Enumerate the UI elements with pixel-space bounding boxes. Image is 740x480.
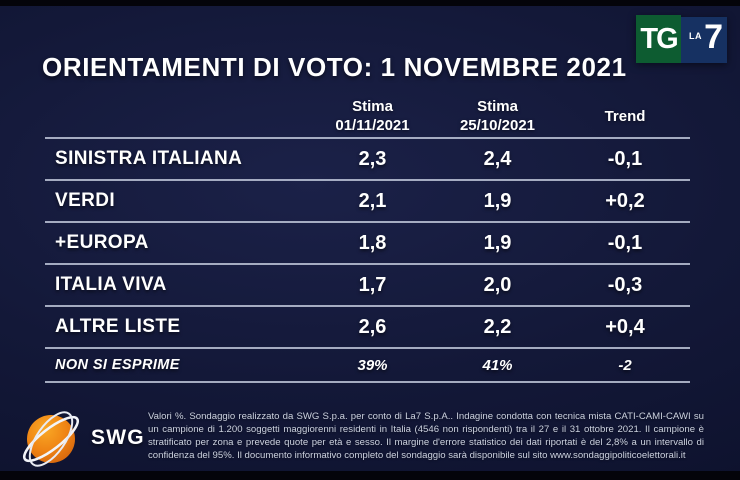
stima-current-value: 1,8 <box>358 231 387 254</box>
trend-value: -0,1 <box>607 147 643 170</box>
stima-previous-value: 2,4 <box>483 147 512 170</box>
table-header-row: Stima 01/11/2021 Stima 25/10/2021 Trend <box>45 97 690 137</box>
stima-current-value: 2,3 <box>358 147 387 170</box>
party-name: VERDI <box>55 190 116 211</box>
party-name: ITALIA VIVA <box>55 274 167 295</box>
column-header-line: Trend <box>604 107 646 125</box>
stima-current-value: 2,1 <box>358 189 387 212</box>
stima-previous-value: 1,9 <box>483 231 512 254</box>
trend-value: -0,1 <box>607 231 643 254</box>
column-header-stima-previous: Stima 25/10/2021 <box>435 98 560 136</box>
party-name: ALTRE LISTE <box>55 316 181 337</box>
swg-globe-icon <box>22 411 80 467</box>
poll-results-table: Stima 01/11/2021 Stima 25/10/2021 Trend … <box>45 97 690 383</box>
table-row: SINISTRA ITALIANA 2,3 2,4 -0,1 <box>45 137 690 179</box>
column-header-trend: Trend <box>560 108 690 127</box>
page-title: ORIENTAMENTI DI VOTO: 1 NOVEMBRE 2021 <box>42 52 627 82</box>
table-row: ALTRE LISTE 2,6 2,2 +0,4 <box>45 305 690 347</box>
table-row: +EUROPA 1,8 1,9 -0,1 <box>45 221 690 263</box>
column-header-line: Stima <box>477 98 518 116</box>
party-name: NON SI ESPRIME <box>55 357 180 373</box>
swg-logo: SWG <box>22 405 145 471</box>
tg-la7-logo: TG LA 7 <box>636 15 727 63</box>
la7-logo-la-text: LA <box>689 31 702 41</box>
stima-current-value: 39% <box>357 356 388 374</box>
column-header-line: 01/11/2021 <box>335 117 410 134</box>
stima-previous-value: 1,9 <box>483 189 512 212</box>
trend-value: +0,2 <box>605 189 645 212</box>
stima-previous-value: 2,0 <box>483 273 512 296</box>
table-row: ITALIA VIVA 1,7 2,0 -0,3 <box>45 263 690 305</box>
table-row: VERDI 2,1 1,9 +0,2 <box>45 179 690 221</box>
table-row-no-answer: NON SI ESPRIME 39% 41% -2 <box>45 347 690 383</box>
column-header-line: 25/10/2021 <box>459 117 536 134</box>
broadcast-graphic-background: ORIENTAMENTI DI VOTO: 1 NOVEMBRE 2021 TG… <box>0 6 740 471</box>
party-name: +EUROPA <box>55 232 149 253</box>
swg-wordmark: SWG <box>91 426 145 449</box>
stima-previous-value: 41% <box>482 356 513 374</box>
trend-value: -0,3 <box>607 273 643 296</box>
column-header-line: Stima <box>352 98 393 116</box>
methodology-disclaimer-text: Valori %. Sondaggio realizzato da SWG S.… <box>148 411 704 462</box>
trend-value: +0,4 <box>605 315 645 338</box>
stima-previous-value: 2,2 <box>483 315 512 338</box>
tg-logo-square: TG <box>636 15 681 63</box>
trend-value: -2 <box>618 356 632 374</box>
la7-logo-square: LA 7 <box>681 17 727 63</box>
stima-current-value: 1,7 <box>358 273 387 296</box>
column-header-stima-current: Stima 01/11/2021 <box>310 98 435 136</box>
la7-logo-seven-text: 7 <box>704 18 723 56</box>
party-name: SINISTRA ITALIANA <box>55 148 243 169</box>
stima-current-value: 2,6 <box>358 315 387 338</box>
